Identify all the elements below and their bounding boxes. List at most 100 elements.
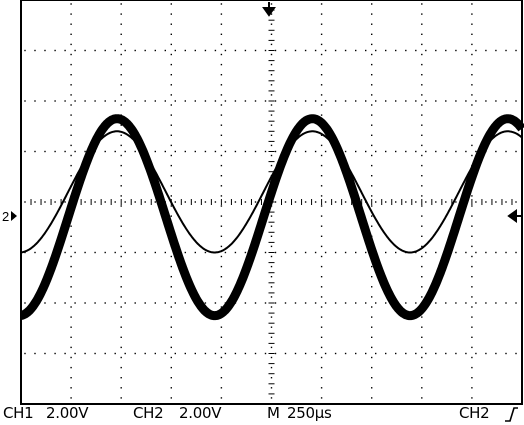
- grid-dot: [70, 3, 72, 5]
- grid-dot: [94, 302, 96, 304]
- grid-dot: [220, 63, 223, 66]
- grid-dot: [254, 352, 257, 355]
- grid-dot: [421, 94, 423, 96]
- grid-dot: [294, 49, 297, 52]
- grid-dot: [320, 134, 323, 136]
- grid-dot: [371, 63, 373, 66]
- grid-dot: [170, 306, 172, 308]
- grid-dot: [371, 377, 373, 379]
- grid-dot: [471, 316, 473, 318]
- trace-ch2: [20, 130, 523, 254]
- grid-dot: [124, 352, 126, 355]
- grid-dot: [294, 100, 297, 102]
- grid-dot: [371, 104, 373, 106]
- grid-dot: [421, 336, 423, 338]
- grid-dot: [445, 201, 447, 203]
- grid-dot: [304, 352, 307, 355]
- grid-dot: [194, 100, 196, 102]
- grid-dot: [214, 352, 217, 355]
- grid-dot: [54, 201, 56, 203]
- grid-dot: [224, 150, 227, 153]
- grid-dot: [220, 195, 223, 197]
- grid-dot: [320, 164, 323, 167]
- grid-dot: [120, 326, 122, 328]
- grid-dot: [70, 245, 72, 248]
- grid-dot: [421, 346, 423, 349]
- grid-dot: [421, 23, 423, 25]
- grid-dot: [204, 251, 207, 254]
- grid-dot: [220, 154, 223, 157]
- grid-dot: [174, 100, 176, 102]
- grid-dot: [184, 302, 186, 304]
- grid-dot: [134, 100, 136, 102]
- ch2-label: CH2: [133, 404, 164, 422]
- grid-dot: [334, 251, 337, 254]
- grid-dot: [194, 49, 196, 52]
- grid-dot: [204, 49, 207, 52]
- grid-dot: [70, 94, 72, 96]
- grid-dot: [371, 164, 373, 167]
- grid-dot: [475, 352, 477, 355]
- grid-dot: [274, 49, 277, 52]
- grid-dot: [34, 150, 36, 153]
- grid-dot: [170, 84, 172, 86]
- grid-dot: [435, 251, 437, 254]
- grid-dot: [70, 225, 72, 227]
- grid-dot: [144, 49, 146, 52]
- grid-dot: [495, 201, 497, 203]
- grid-dot: [371, 94, 373, 96]
- grid-dot: [270, 134, 273, 136]
- grid-dot: [154, 302, 156, 304]
- grid-dot: [120, 205, 122, 207]
- grid-dot: [405, 201, 407, 203]
- grid-dot: [270, 74, 273, 76]
- grid-dot: [170, 43, 172, 46]
- grid-dot: [324, 150, 327, 153]
- grid-dot: [120, 13, 122, 15]
- grid-dot: [120, 43, 122, 46]
- grid-dot: [270, 346, 273, 349]
- grid-dot: [220, 296, 223, 298]
- grid-dot: [164, 150, 166, 153]
- grid-dot: [371, 195, 373, 197]
- grid-dot: [84, 251, 86, 254]
- grid-dot: [170, 154, 172, 157]
- grid-dot: [170, 3, 172, 5]
- grid-dot: [220, 326, 223, 328]
- grid-dot: [170, 175, 172, 177]
- grid-dot: [170, 286, 172, 288]
- grid-dot: [385, 302, 387, 304]
- grid-dot: [170, 104, 172, 106]
- grid-dot: [375, 201, 377, 203]
- grid-dot: [421, 84, 423, 86]
- grid-dot: [170, 144, 172, 147]
- grid-dot: [104, 100, 106, 102]
- trigger-level-marker: [507, 209, 522, 223]
- grid-dot: [515, 49, 517, 52]
- grid-dot: [70, 296, 72, 298]
- grid-dot: [471, 144, 473, 147]
- grid-dot: [214, 100, 217, 102]
- grid-dot: [421, 356, 423, 359]
- grid-dot: [515, 150, 517, 153]
- grid-dot: [84, 201, 86, 203]
- grid-dot: [465, 150, 467, 153]
- grid-dot: [244, 150, 247, 153]
- grid-dot: [270, 316, 273, 318]
- grid-dot: [220, 286, 223, 288]
- grid-dot: [70, 387, 72, 389]
- grid-dot: [270, 53, 273, 56]
- grid-dot: [355, 150, 357, 153]
- rising-edge-icon: [505, 407, 518, 422]
- grid-dot: [371, 336, 373, 338]
- grid-dot: [70, 53, 72, 56]
- grid-dot: [371, 286, 373, 288]
- grid-dot: [421, 276, 423, 278]
- grid-dot: [421, 13, 423, 15]
- grid-dot: [284, 49, 287, 52]
- grid-dot: [344, 150, 347, 153]
- grid-dot: [134, 49, 136, 52]
- grid-dot: [44, 251, 46, 254]
- grid-dot: [220, 175, 223, 177]
- grid-dot: [475, 150, 477, 153]
